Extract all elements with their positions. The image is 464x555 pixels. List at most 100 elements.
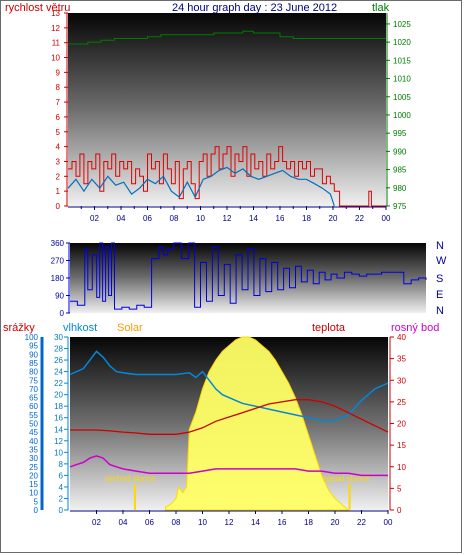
rain-tick-label: 40 xyxy=(29,437,38,446)
climate-time-tick-label: 06 xyxy=(145,518,154,527)
temperature-tick-label: 15 xyxy=(397,441,406,450)
rain-tick-label: 80 xyxy=(29,368,38,377)
wind-tick-label: 1 xyxy=(56,187,61,196)
direction-tick-label: 180 xyxy=(51,274,65,283)
pressure-tick-label: 975 xyxy=(393,202,407,211)
time-tick-label: 22 xyxy=(355,214,364,223)
pressure-line xyxy=(68,30,386,45)
chart-title: 24 hour graph day : 23 June 2012 xyxy=(172,2,337,14)
rain-tick-label: 35 xyxy=(29,445,38,454)
humidity-tick-label: 18 xyxy=(54,402,63,411)
dewpoint-axis-label: rosný bod xyxy=(391,322,439,334)
rain-axis-label: srážky xyxy=(3,322,35,334)
pressure-axis-label: tlak xyxy=(372,2,390,14)
rain-tick-label: 60 xyxy=(29,402,38,411)
sunrise-label: východ slunce xyxy=(105,474,156,483)
climate-time-tick-label: 00 xyxy=(384,518,393,527)
temperature-tick-label: 35 xyxy=(397,355,406,364)
temperature-tick-label: 25 xyxy=(397,398,406,407)
wind-tick-label: 3 xyxy=(56,157,61,166)
pressure-tick-label: 1015 xyxy=(393,56,411,65)
wind-plot-area xyxy=(68,13,386,206)
humidity-tick-label: 6 xyxy=(59,471,64,480)
time-tick-label: 14 xyxy=(249,214,258,223)
pressure-tick-label: 1025 xyxy=(393,20,411,29)
wind-tick-label: 0 xyxy=(56,202,61,211)
solar-area xyxy=(164,336,350,511)
pressure-tick-label: 990 xyxy=(393,147,407,156)
time-tick-label: 00 xyxy=(382,214,391,223)
climate-time-tick-label: 12 xyxy=(225,518,234,527)
temperature-tick-label: 0 xyxy=(397,506,402,515)
wind-tick-label: 8 xyxy=(56,83,61,92)
wind-tick-label: 10 xyxy=(51,54,60,63)
rain-tick-label: 25 xyxy=(29,463,38,472)
pressure-tick-label: 1000 xyxy=(393,111,411,120)
temperature-tick-label: 30 xyxy=(397,376,406,385)
humidity-line xyxy=(69,350,389,422)
rain-tick-label: 10 xyxy=(29,489,38,498)
climate-time-tick-label: 10 xyxy=(198,518,207,527)
temperature-tick-label: 20 xyxy=(397,420,406,429)
rain-tick-label: 90 xyxy=(29,350,38,359)
wind-pressure-chart: 0123456789101112139759809859909951000100… xyxy=(51,9,411,223)
pressure-tick-label: 995 xyxy=(393,129,407,138)
wind-tick-label: 4 xyxy=(56,143,61,152)
rain-tick-label: 70 xyxy=(29,385,38,394)
rain-tick-label: 65 xyxy=(29,394,38,403)
wind-tick-label: 13 xyxy=(51,9,60,18)
sunset-label: západ slunce xyxy=(323,474,371,483)
humidity-tick-label: 14 xyxy=(54,425,63,434)
direction-tick-label: 360 xyxy=(51,239,65,248)
humidity-tick-label: 0 xyxy=(59,506,64,515)
humidity-tick-label: 4 xyxy=(59,483,64,492)
climate-time-tick-label: 02 xyxy=(92,518,101,527)
climate-time-tick-label: 20 xyxy=(331,518,340,527)
humidity-tick-label: 20 xyxy=(54,391,63,400)
wind-tick-label: 2 xyxy=(56,172,61,181)
pressure-tick-label: 980 xyxy=(393,184,407,193)
temperature-tick-label: 5 xyxy=(397,484,402,493)
pressure-tick-label: 1005 xyxy=(393,93,411,102)
rain-tick-label: 75 xyxy=(29,376,38,385)
time-tick-label: 16 xyxy=(276,214,285,223)
wind-tick-label: 5 xyxy=(56,128,61,137)
solar-axis-label: Solar xyxy=(117,322,143,334)
time-tick-label: 02 xyxy=(90,214,99,223)
time-tick-label: 08 xyxy=(170,214,179,223)
rain-tick-label: 5 xyxy=(34,497,39,506)
compass-label: N xyxy=(436,305,444,317)
humidity-tick-label: 24 xyxy=(54,368,63,377)
climate-chart: 0510152025303540455055606570758085909510… xyxy=(25,333,407,527)
direction-tick-label: 90 xyxy=(55,292,64,301)
compass-label: E xyxy=(436,289,443,301)
rain-tick-label: 100 xyxy=(25,333,39,342)
temperature-axis-label: teplota xyxy=(312,322,346,334)
humidity-tick-label: 2 xyxy=(59,494,64,503)
time-tick-label: 12 xyxy=(223,214,232,223)
wind-axis-label: rychlost větru xyxy=(5,2,70,14)
time-tick-label: 20 xyxy=(329,214,338,223)
humidity-tick-label: 26 xyxy=(54,356,63,365)
humidity-tick-label: 10 xyxy=(54,448,63,457)
temperature-tick-label: 10 xyxy=(397,463,406,472)
rain-tick-label: 50 xyxy=(29,420,38,429)
rain-tick-label: 15 xyxy=(29,480,38,489)
climate-time-tick-label: 04 xyxy=(119,518,128,527)
compass-label: N xyxy=(436,240,444,252)
compass-label: S xyxy=(436,273,443,285)
pressure-tick-label: 985 xyxy=(393,166,407,175)
wind-direction-line xyxy=(70,242,427,310)
pressure-tick-label: 1020 xyxy=(393,38,411,47)
rain-tick-label: 55 xyxy=(29,411,38,420)
wind-tick-label: 11 xyxy=(52,39,61,48)
rain-tick-label: 95 xyxy=(29,342,38,351)
wind-tick-label: 7 xyxy=(56,98,61,107)
temperature-tick-label: 40 xyxy=(397,333,406,342)
time-tick-label: 10 xyxy=(196,214,205,223)
time-tick-label: 18 xyxy=(302,214,311,223)
direction-tick-label: 0 xyxy=(60,309,65,318)
